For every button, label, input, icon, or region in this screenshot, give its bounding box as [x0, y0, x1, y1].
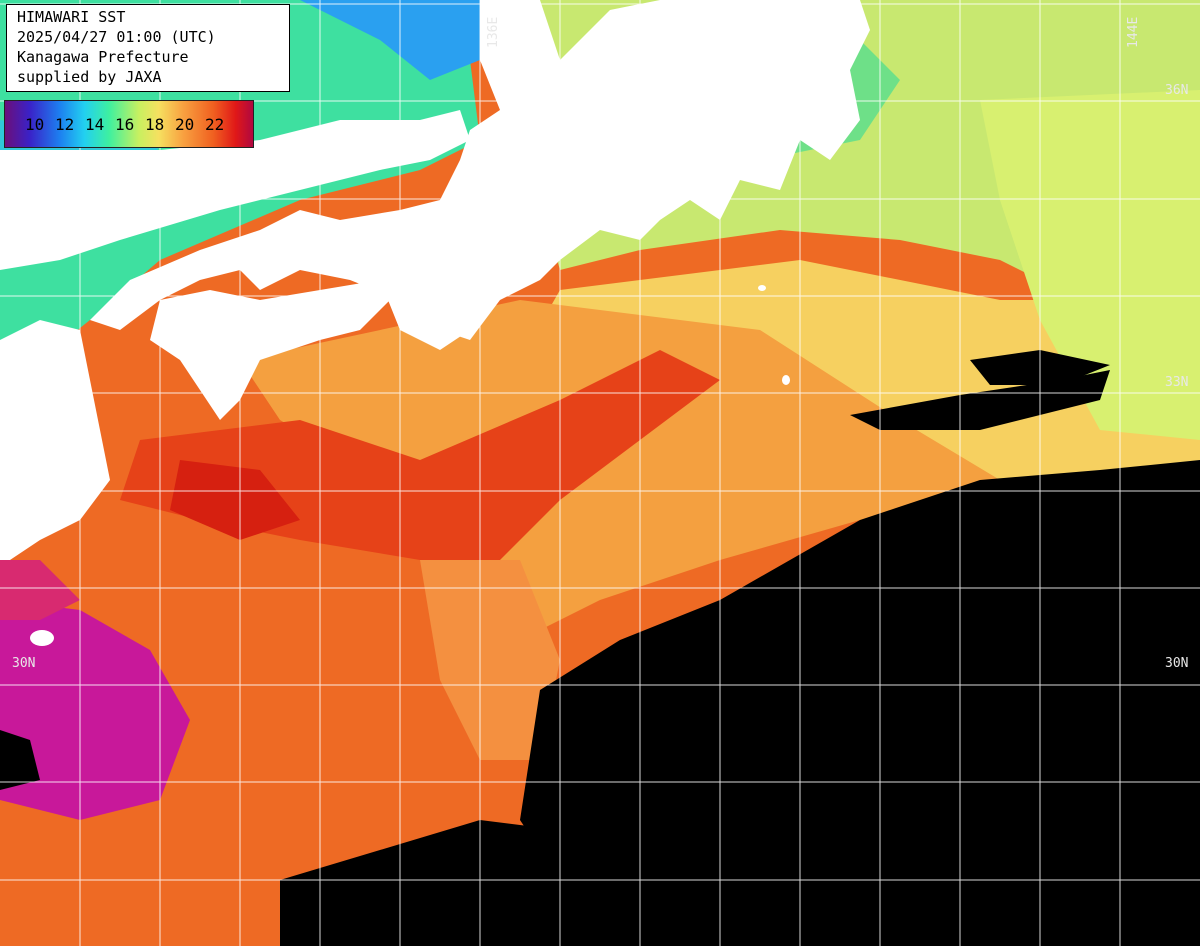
land-north-strip: [0, 110, 470, 270]
yellow-band: [520, 260, 1200, 500]
lon-label-144e: 144E: [1126, 17, 1141, 48]
legend-ticks: 10 12 14 16 18 20 22: [25, 115, 235, 134]
land-kii: [380, 260, 470, 350]
legend-tick: 12: [55, 115, 75, 134]
no-data-south: [280, 820, 660, 946]
land-kyushu: [0, 320, 110, 560]
color-legend: 10 12 14 16 18 20 22: [4, 100, 254, 148]
lat-label-30n-left: 30N: [12, 656, 35, 671]
orange-plume: [420, 560, 560, 760]
no-data-southeast: [520, 460, 1200, 946]
lat-label-36n: 36N: [1165, 83, 1188, 98]
no-data-west: [0, 730, 40, 790]
lat-label-30n-right: 30N: [1165, 656, 1188, 671]
land-island-izu: [782, 375, 790, 385]
land-island-small: [758, 285, 766, 291]
cold-water-blue: [300, 0, 480, 80]
legend-tick: 10: [25, 115, 45, 134]
agency: Kanagawa Prefecture: [17, 48, 189, 66]
legend-tick: 16: [115, 115, 135, 134]
light-green-east: [980, 90, 1200, 440]
legend-tick: 18: [145, 115, 165, 134]
land-island-south: [30, 630, 54, 646]
legend-tick: 20: [175, 115, 195, 134]
lon-label-136e: 136E: [486, 17, 501, 48]
deep-red-patch: [170, 460, 300, 540]
orange-water: [240, 300, 1000, 640]
product-title: HIMAWARI SST: [17, 8, 126, 26]
lat-label-33n: 33N: [1165, 375, 1188, 390]
credit: supplied by JAXA: [17, 68, 162, 86]
legend-gradient: [5, 101, 253, 147]
land-shikoku: [150, 280, 390, 420]
legend-tick: 22: [205, 115, 225, 134]
warmest-water: [0, 600, 190, 820]
info-box: HIMAWARI SST 2025/04/27 01:00 (UTC) Kana…: [6, 4, 290, 92]
warm-magenta-edge: [0, 560, 80, 620]
timestamp: 2025/04/27 01:00 (UTC): [17, 28, 216, 46]
legend-tick: 14: [85, 115, 105, 134]
